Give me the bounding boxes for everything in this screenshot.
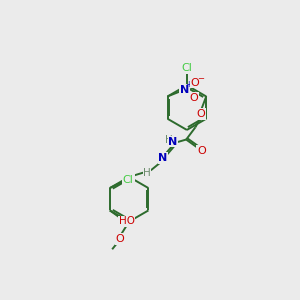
Text: +: + — [185, 80, 191, 89]
Text: H: H — [165, 135, 172, 145]
Text: O: O — [189, 93, 198, 103]
Text: O: O — [196, 109, 205, 119]
Text: −: − — [197, 74, 204, 83]
Text: Cl: Cl — [182, 63, 192, 73]
Text: N: N — [180, 85, 189, 94]
Text: Cl: Cl — [123, 175, 134, 184]
Text: O: O — [197, 146, 206, 156]
Text: HO: HO — [119, 216, 135, 226]
Text: O: O — [191, 78, 200, 88]
Text: N: N — [169, 137, 178, 147]
Text: H: H — [143, 168, 151, 178]
Text: N: N — [158, 153, 168, 163]
Text: O: O — [116, 234, 124, 244]
